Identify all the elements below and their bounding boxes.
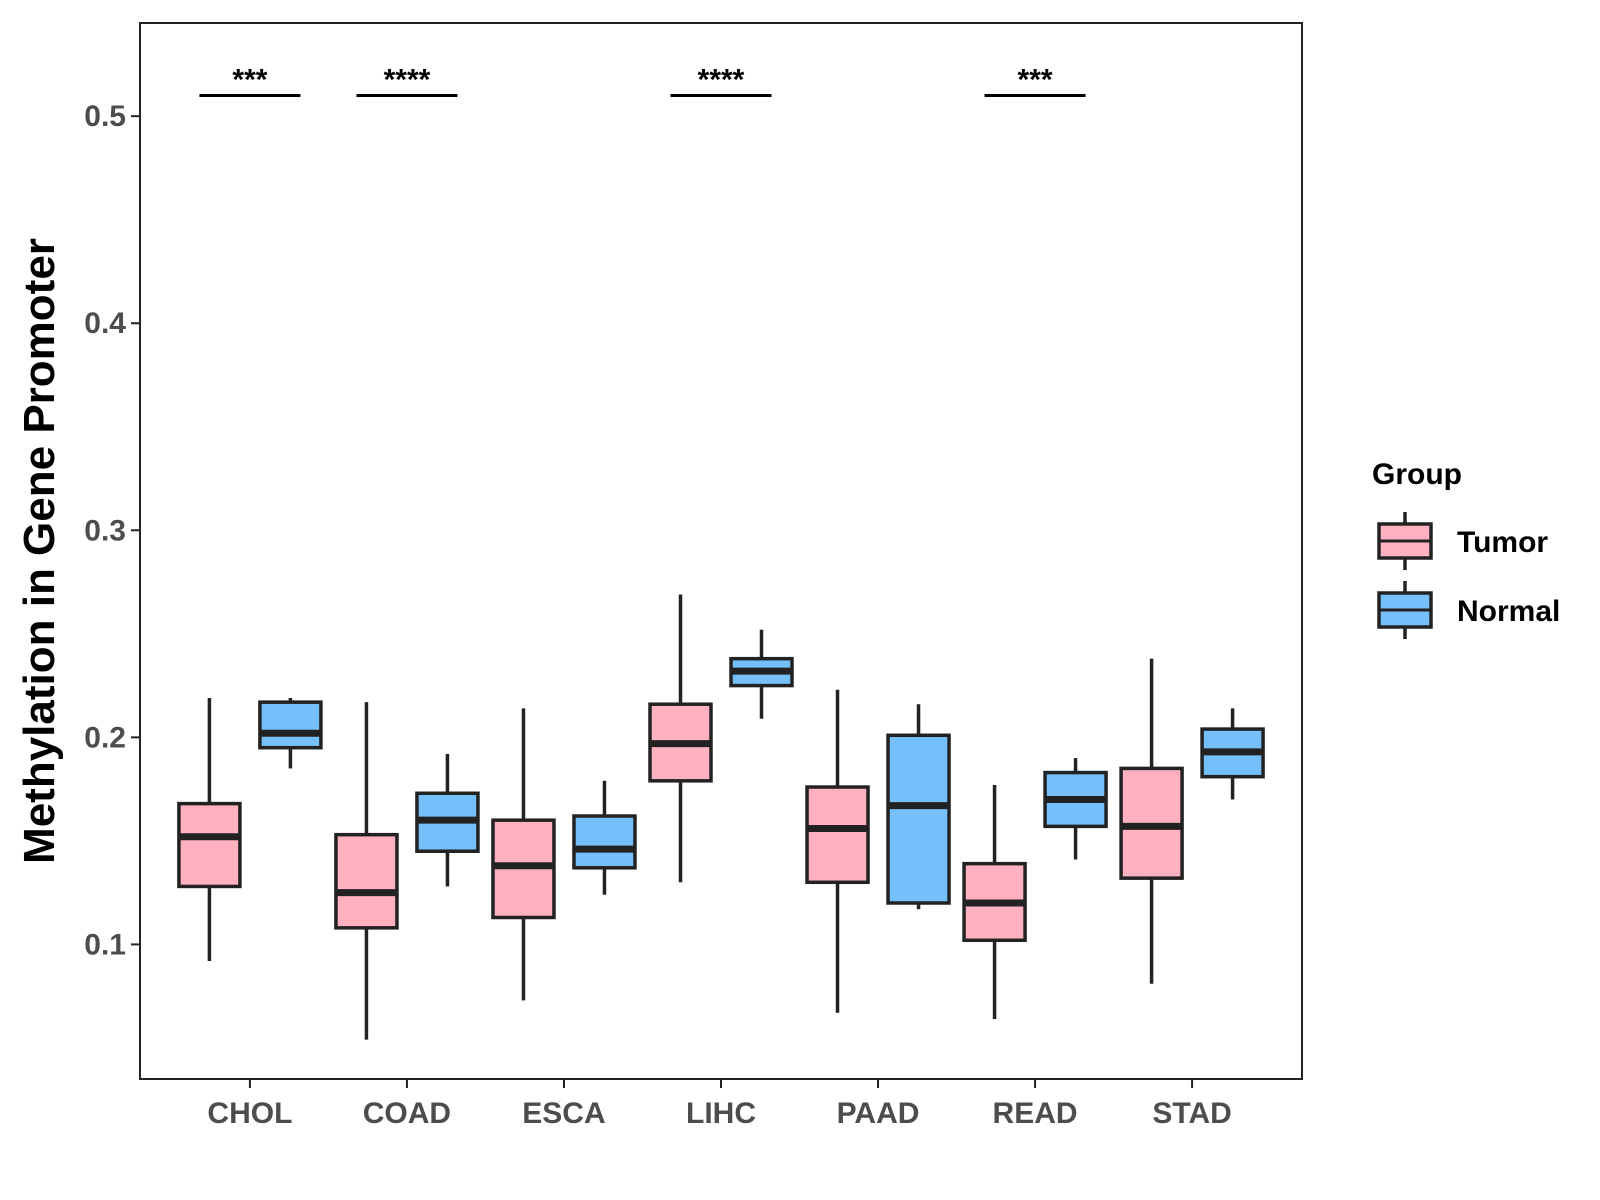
significance-label-lihc: **** <box>698 63 745 96</box>
box-esca-tumor <box>491 708 556 1001</box>
box-paad-tumor <box>805 689 870 1013</box>
y-tick-label-0.2: 0.2 <box>84 721 126 754</box>
boxes-layer <box>177 594 1265 1040</box>
legend-item-tumor: Tumor <box>1377 512 1548 570</box>
significance-label-read: *** <box>1018 63 1053 96</box>
legend-item-normal: Normal <box>1377 581 1560 639</box>
axes-layer: 0.1 0.2 0.3 0.4 0.5 CHOL COAD ESCA LIHC PAAD READ S… <box>84 100 1232 1130</box>
legend: Group Tumor Normal <box>1372 458 1560 639</box>
box-body-coad-tumor <box>334 832 399 930</box>
legend-items: Tumor Normal <box>1377 512 1560 639</box>
legend-label-normal: Normal <box>1457 595 1560 628</box>
box-chol-normal <box>258 698 323 769</box>
significance-label-coad: **** <box>384 63 431 96</box>
box-coad-normal <box>415 753 480 887</box>
x-tick-label-esca: ESCA <box>522 1097 605 1130</box>
box-read-tumor <box>962 784 1027 1019</box>
box-stad-tumor <box>1119 658 1184 984</box>
x-tick-label-lihc: LIHC <box>686 1097 756 1130</box>
significance-layer: *** **** **** *** <box>199 63 1086 97</box>
significance-label-chol: *** <box>232 63 267 96</box>
box-lihc-normal <box>729 629 794 719</box>
box-body-esca-normal <box>572 814 637 870</box>
box-body-paad-tumor <box>805 785 870 885</box>
y-axis-title: Methylation in Gene Promoter <box>15 238 64 864</box>
y-tick-label-0.1: 0.1 <box>84 928 126 961</box>
legend-title: Group <box>1372 458 1462 491</box>
box-coad-tumor <box>334 702 399 1040</box>
x-tick-label-chol: CHOL <box>207 1097 292 1130</box>
box-lihc-tumor <box>648 594 713 883</box>
y-tick-label-0.5: 0.5 <box>84 100 126 133</box>
box-stad-normal <box>1200 708 1265 800</box>
x-tick-label-paad: PAAD <box>837 1097 920 1130</box>
plot-panel-border <box>139 22 1303 1080</box>
x-tick-label-read: READ <box>993 1097 1078 1130</box>
x-tick-label-stad: STAD <box>1152 1097 1231 1130</box>
box-paad-normal <box>886 704 951 910</box>
box-body-paad-normal <box>886 733 951 905</box>
y-tick-label-0.4: 0.4 <box>84 307 126 340</box>
box-body-chol-normal <box>258 700 323 750</box>
box-read-normal <box>1043 758 1108 860</box>
y-tick-label-0.3: 0.3 <box>84 514 126 547</box>
box-esca-normal <box>572 780 637 895</box>
box-body-chol-tumor <box>177 801 242 889</box>
x-tick-label-coad: COAD <box>363 1097 451 1130</box>
box-chol-tumor <box>177 698 242 961</box>
legend-label-tumor: Tumor <box>1457 526 1548 559</box>
